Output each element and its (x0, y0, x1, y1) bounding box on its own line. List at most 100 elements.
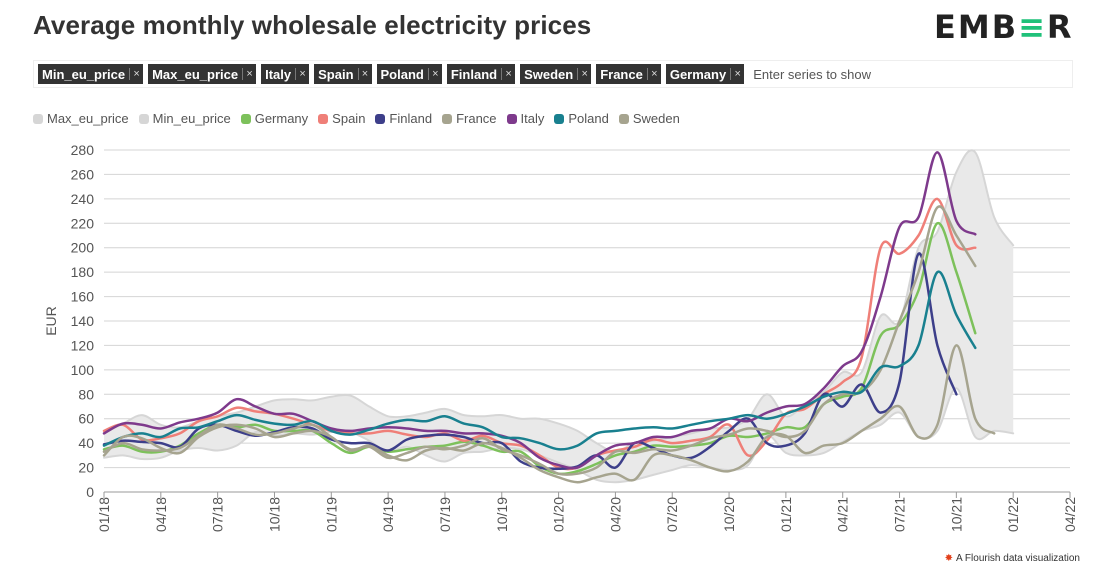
series-chip-label: Poland (380, 66, 424, 82)
x-tick-label: 10/20 (721, 497, 737, 532)
x-tick-label: 07/18 (210, 497, 226, 532)
series-line-france (102, 205, 977, 476)
legend-swatch (506, 113, 517, 124)
y-axis-label: EUR (43, 306, 59, 336)
remove-chip-icon[interactable]: × (129, 68, 143, 80)
x-tick-label: 07/21 (892, 497, 908, 532)
legend-item-france[interactable]: France (442, 111, 497, 126)
legend-label: Min_eu_price (152, 111, 231, 126)
y-tick-label: 260 (71, 166, 95, 182)
legend-swatch (618, 113, 629, 124)
remove-chip-icon[interactable]: × (357, 68, 372, 80)
x-tick-label: 04/18 (153, 497, 169, 532)
x-tick-label: 01/22 (1005, 497, 1021, 532)
x-tick-label: 04/20 (607, 497, 623, 532)
remove-chip-icon[interactable]: × (295, 68, 309, 80)
legend-item-finland[interactable]: Finland (375, 111, 432, 126)
x-tick-label: 01/19 (323, 497, 339, 532)
series-search-input[interactable] (751, 65, 956, 83)
y-tick-label: 180 (71, 264, 95, 280)
legend-item-sweden[interactable]: Sweden (618, 111, 680, 126)
legend-swatch (375, 113, 386, 124)
legend-item-min-eu-price[interactable]: Min_eu_price (138, 111, 231, 126)
y-tick-label: 200 (71, 240, 95, 256)
y-tick-label: 140 (71, 313, 95, 329)
series-chip-finland[interactable]: Finland × (446, 64, 516, 84)
flourish-attribution-text: A Flourish data visualization (956, 553, 1080, 564)
series-filter-bar[interactable]: Min_eu_price × Max_eu_price × Italy × Spain × Po… (33, 60, 1073, 88)
ember-logo: EMB≡R (934, 8, 1074, 46)
x-tick-label: 01/18 (96, 497, 112, 532)
flourish-star-icon: ✸ (944, 553, 954, 564)
series-chip-italy[interactable]: Italy × (261, 64, 310, 84)
x-tick-label: 10/18 (266, 497, 282, 532)
remove-chip-icon[interactable]: × (501, 68, 515, 80)
y-tick-label: 160 (71, 289, 95, 305)
series-chip-spain[interactable]: Spain × (314, 64, 372, 84)
series-chip-label: Spain (318, 66, 354, 82)
series-chip-label: Max_eu_price (152, 66, 239, 82)
y-tick-label: 120 (71, 337, 95, 353)
legend-swatch (138, 113, 149, 124)
series-chip-label: Finland (450, 66, 498, 82)
series-chip-label: Italy (265, 66, 292, 82)
y-tick-label: 280 (71, 142, 95, 158)
series-chip-sweden[interactable]: Sweden × (520, 64, 592, 84)
y-tick-label: 80 (78, 386, 94, 402)
x-tick-label: 01/21 (778, 497, 794, 532)
series-chip-germany[interactable]: Germany × (665, 64, 745, 84)
series-chip-france[interactable]: France × (596, 64, 661, 84)
legend-label: Poland (568, 111, 609, 126)
remove-chip-icon[interactable]: × (646, 68, 661, 80)
series-chip-label: Germany (669, 66, 727, 82)
x-tick-label: 07/19 (437, 497, 453, 532)
y-tick-label: 40 (78, 435, 94, 451)
legend-label: Sweden (632, 111, 680, 126)
x-tick-label: 04/21 (835, 497, 851, 532)
y-tick-label: 20 (78, 460, 94, 476)
series-chip-max-eu-price[interactable]: Max_eu_price × (148, 64, 257, 84)
x-tick-label: 01/20 (551, 497, 567, 532)
series-chip-label: Min_eu_price (42, 66, 126, 82)
legend-item-italy[interactable]: Italy (506, 111, 545, 126)
series-chip-min-eu-price[interactable]: Min_eu_price × (38, 64, 144, 84)
remove-chip-icon[interactable]: × (730, 68, 744, 80)
legend-swatch (33, 113, 43, 124)
chart-title: Average monthly wholesale electricity pr… (33, 10, 592, 40)
remove-chip-icon[interactable]: × (577, 68, 591, 80)
legend-item-poland[interactable]: Poland (554, 111, 609, 126)
series-chip-label: Sweden (524, 66, 574, 82)
x-tick-label: 07/20 (664, 497, 680, 532)
legend-label: Finland (389, 111, 433, 126)
y-tick-label: 220 (71, 215, 95, 231)
legend-label: Spain (332, 111, 366, 126)
legend-item-max-eu-price[interactable]: Max_eu_price (33, 111, 129, 126)
y-tick-label: 100 (71, 362, 95, 378)
legend-item-germany[interactable]: Germany (240, 111, 309, 126)
remove-chip-icon[interactable]: × (242, 68, 256, 80)
series-line-spain (102, 197, 977, 471)
y-tick-label: 0 (86, 484, 94, 500)
min-max-band (104, 150, 1014, 483)
x-tick-label: 10/21 (948, 497, 964, 532)
legend-swatch (240, 113, 251, 124)
x-tick-label: 10/19 (494, 497, 510, 532)
remove-chip-icon[interactable]: × (427, 68, 442, 80)
flourish-attribution[interactable]: ✸ A Flourish data visualization (945, 553, 1080, 564)
series-chip-poland[interactable]: Poland × (376, 64, 442, 84)
legend-label: Italy (520, 111, 545, 126)
series-line-sweden (102, 344, 996, 484)
x-tick-label: 04/22 (1062, 497, 1078, 532)
legend-swatch (442, 113, 453, 124)
series-line-poland (102, 270, 977, 451)
legend-item-spain[interactable]: Spain (318, 111, 365, 126)
legend-swatch (318, 113, 329, 124)
legend-label: Max_eu_price (47, 111, 129, 126)
y-tick-label: 240 (71, 191, 95, 207)
legend-label: Germany (254, 111, 309, 126)
legend-label: France (456, 111, 497, 126)
x-tick-label: 04/19 (380, 497, 396, 532)
chart-legend: Max_eu_price Min_eu_price Germany Spain Finl… (33, 111, 680, 126)
series-chip-label: France (600, 66, 643, 82)
